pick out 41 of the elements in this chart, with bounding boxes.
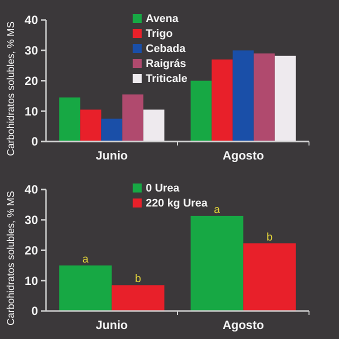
bar [112, 285, 164, 311]
bar [59, 97, 80, 142]
annotation: a [82, 253, 90, 266]
bar [101, 118, 122, 142]
bar [190, 216, 244, 311]
y-tick-label: 40 [24, 182, 38, 197]
bar [80, 110, 102, 142]
legend-label: Triticale [146, 73, 188, 85]
y-tick-label: 40 [24, 13, 38, 28]
bar [122, 94, 144, 142]
annotation: b [266, 231, 273, 244]
legend-label: 0 Urea [146, 182, 180, 194]
annotation: a [214, 204, 221, 216]
bar [274, 56, 296, 142]
y-tick-label: 30 [24, 44, 38, 58]
y-tick-label: 0 [31, 304, 38, 318]
x-tick-label: Junio [96, 318, 128, 332]
legend-label: Avena [146, 13, 180, 25]
annotation: b [134, 273, 142, 286]
y-tick-label: 0 [31, 134, 38, 149]
legend-label: Cebada [146, 43, 186, 55]
x-tick-label: Agosto [222, 318, 264, 332]
y-tick-label: 10 [24, 274, 38, 288]
bar [190, 80, 212, 142]
y-tick-label: 20 [24, 74, 38, 88]
bar [232, 50, 254, 142]
y-tick-label: 20 [24, 243, 38, 258]
bar [59, 265, 112, 311]
y-tick-label: 10 [24, 104, 38, 118]
bar [212, 59, 233, 142]
bar [243, 243, 296, 311]
bar [143, 110, 164, 142]
legend-label: 220 kg Urea [146, 198, 208, 210]
y-axis-title: Carbohidratos solubles, % MS [6, 21, 17, 156]
y-axis-title: Carbohidratos solubles, % MS [6, 190, 17, 326]
x-tick-label: Junio [96, 148, 128, 162]
y-tick-label: 30 [24, 213, 38, 228]
legend-label: Trigo [146, 28, 173, 40]
x-tick-label: Agosto [222, 148, 264, 162]
legend-label: Raigrás [146, 58, 186, 70]
bar [254, 53, 275, 142]
